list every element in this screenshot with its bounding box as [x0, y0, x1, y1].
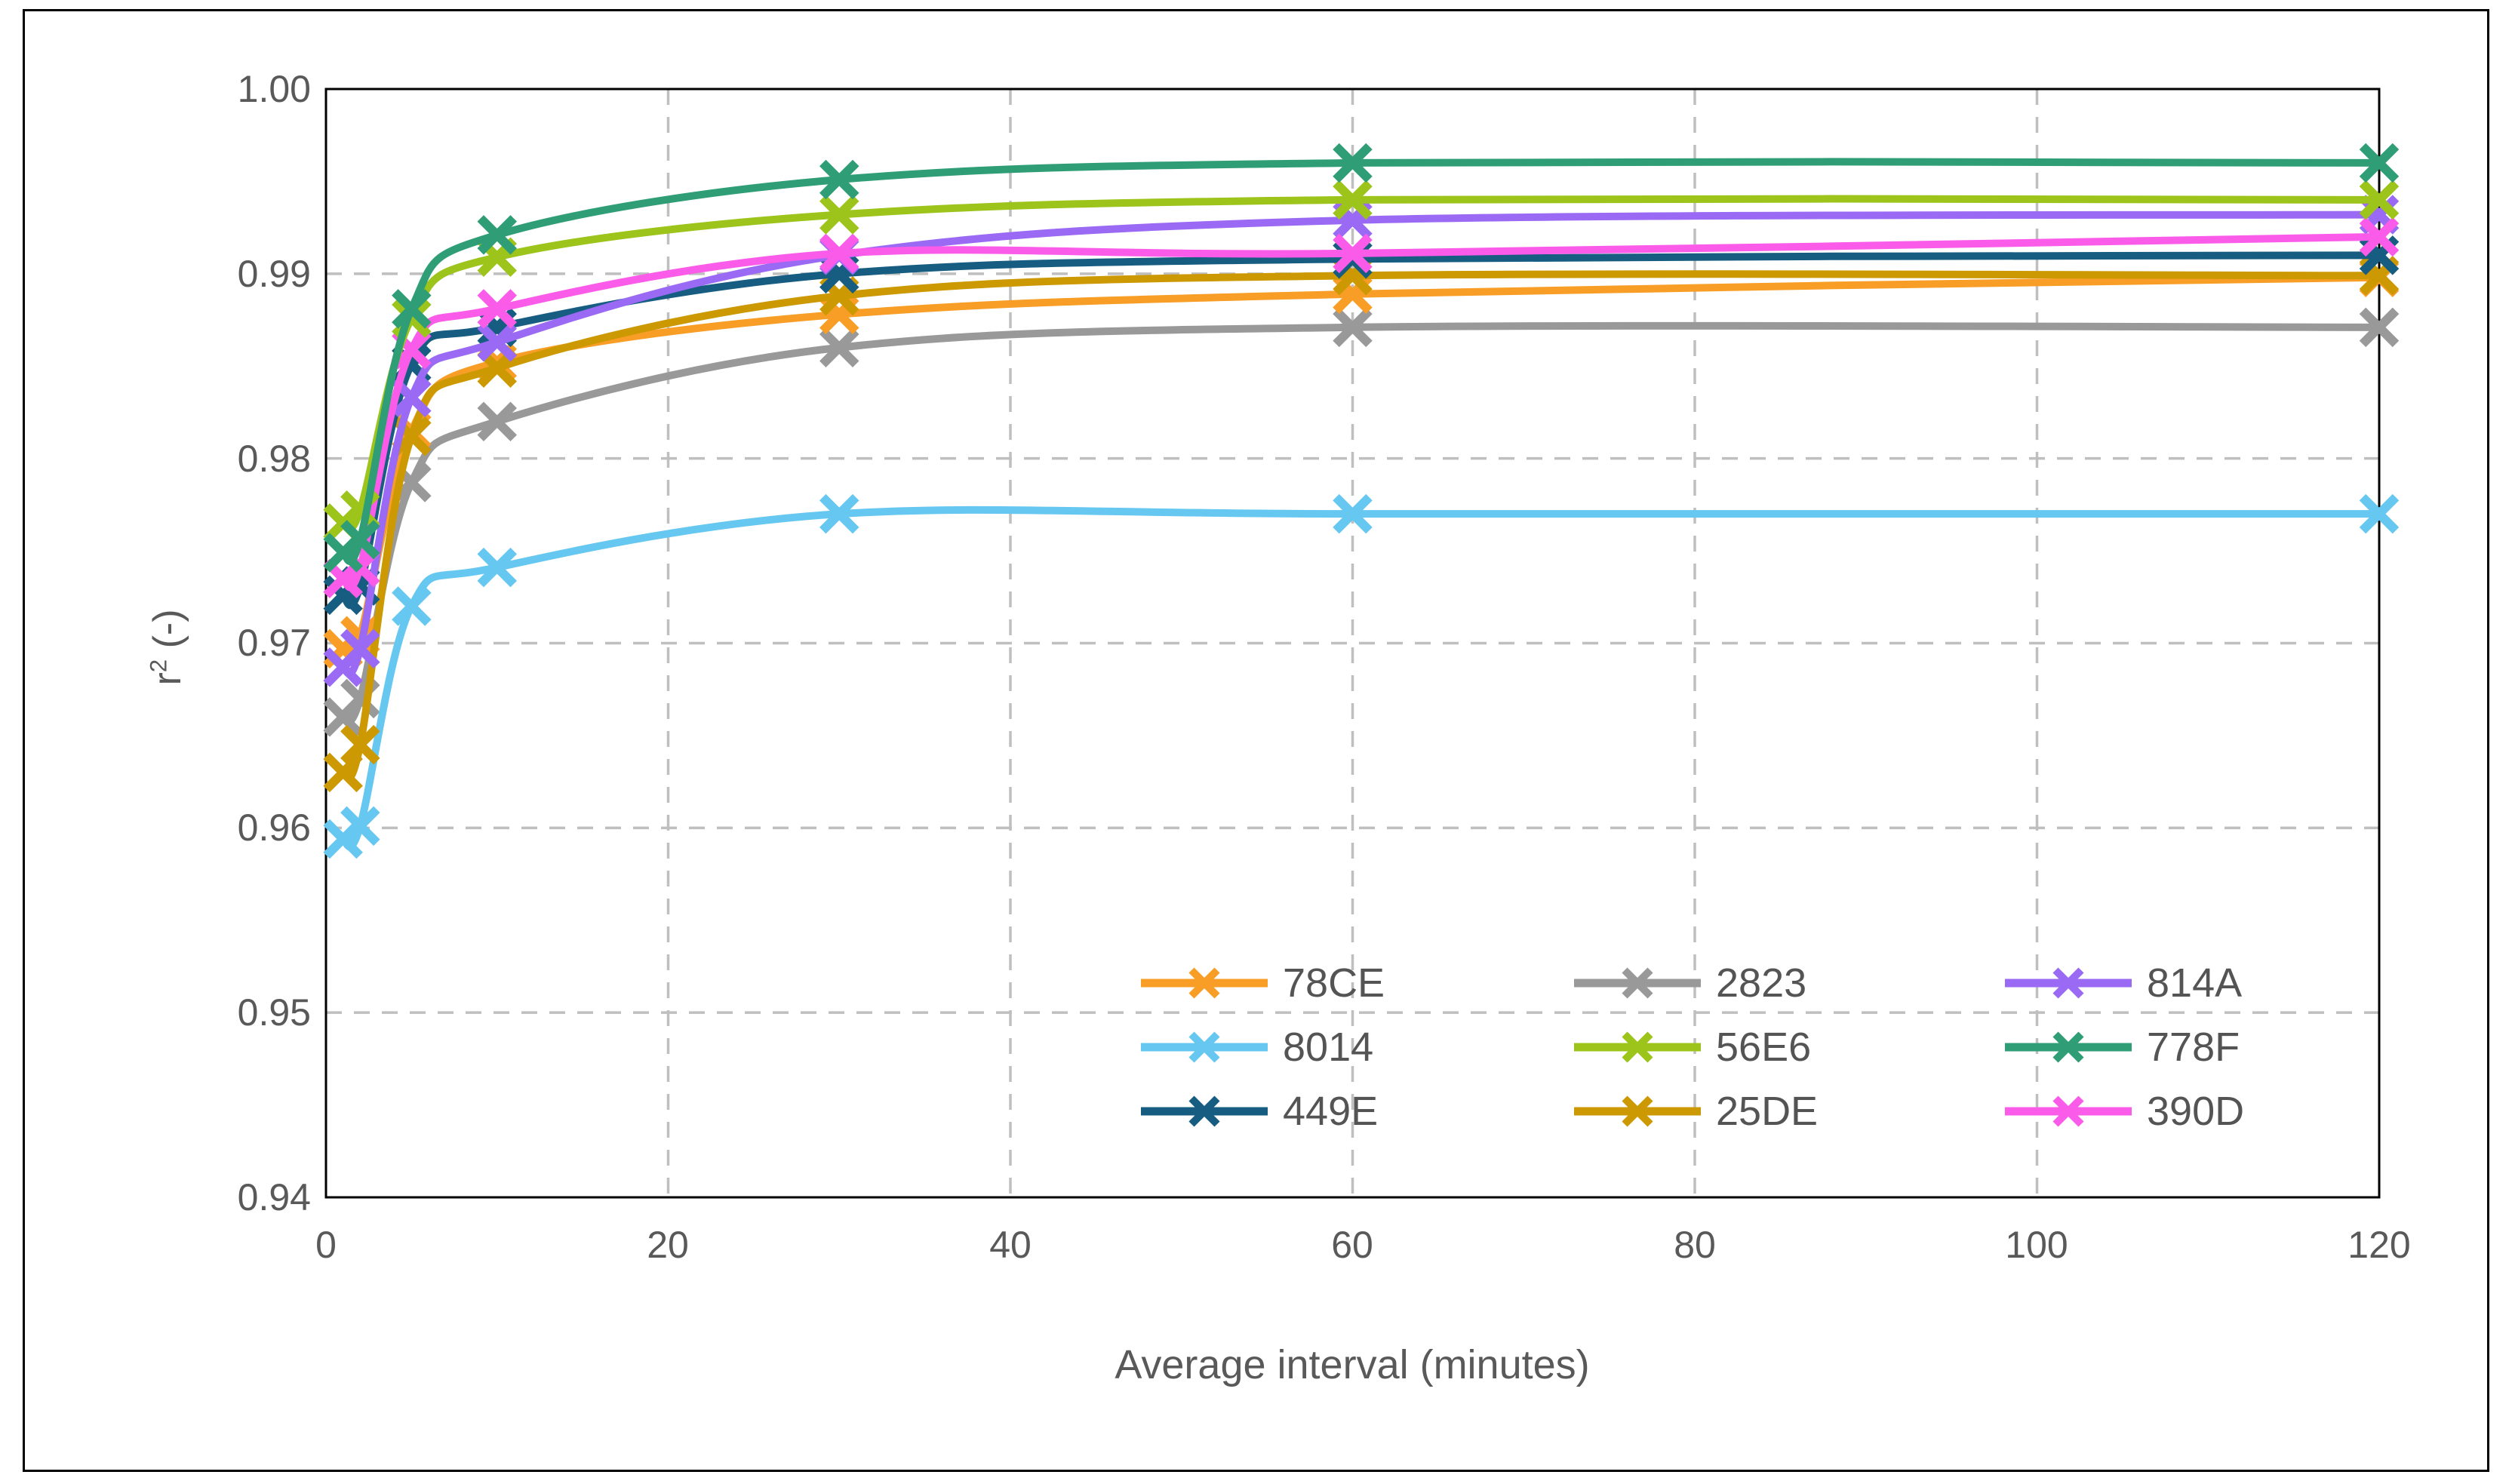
- series-markers-8014: [323, 493, 2400, 859]
- y-axis-title-sup: 2: [145, 659, 172, 673]
- x-tick-label: 20: [647, 1224, 689, 1266]
- y-tick-label: 0.94: [237, 1176, 311, 1218]
- series-778F: [323, 143, 2400, 573]
- y-tick-label: 0.98: [237, 438, 311, 480]
- y-tick-label: 0.97: [237, 622, 311, 664]
- series-25DE: [323, 256, 2400, 793]
- series-814A: [323, 195, 2400, 687]
- y-tick-label: 0.95: [237, 991, 311, 1034]
- series-markers-25DE: [323, 256, 2400, 793]
- y-axis-title-base: r: [146, 672, 189, 686]
- x-tick-label: 80: [1674, 1224, 1716, 1266]
- y-tick-label: 1.00: [237, 68, 311, 110]
- series-56E6: [323, 180, 2400, 543]
- y-axis-title-rest: (-): [146, 609, 189, 659]
- x-axis-title: Average interval (minutes): [1115, 1342, 1590, 1387]
- x-tick-label: 40: [989, 1224, 1032, 1266]
- y-axis-title: r2 (-): [145, 609, 190, 685]
- y-tick-label: 0.96: [237, 807, 311, 849]
- x-tick-label: 120: [2348, 1224, 2411, 1266]
- plot-border: [324, 88, 2381, 1199]
- x-tick-label: 0: [315, 1224, 337, 1266]
- series-8014: [323, 493, 2400, 859]
- y-tick-label: 0.99: [237, 253, 311, 295]
- x-tick-label: 60: [1331, 1224, 1373, 1266]
- x-tick-label: 100: [2005, 1224, 2068, 1266]
- series-markers-778F: [323, 143, 2400, 573]
- series-markers-2823: [323, 307, 2400, 737]
